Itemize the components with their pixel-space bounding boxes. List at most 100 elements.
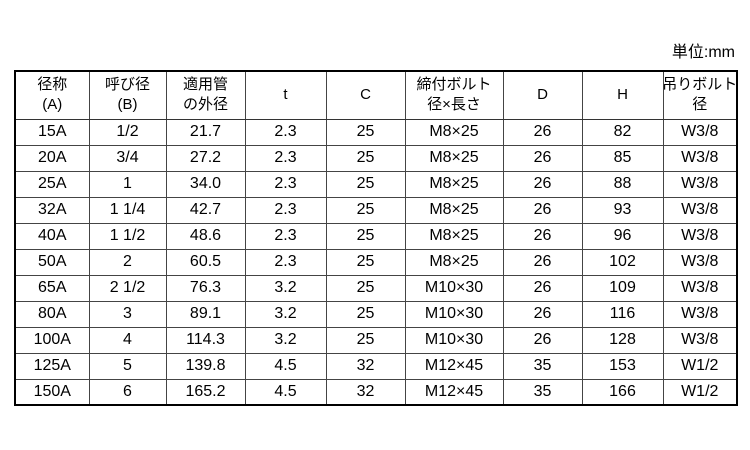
table-row: 150A 6 165.2 4.5 32 M12×45 35 166 W1/2 [14, 378, 738, 406]
header-cell-nominal-diameter-a: 径称 (A) [14, 70, 90, 120]
table-cell: 1/2 [88, 118, 167, 146]
header-cell-pipe-outer-diameter: 適用管 の外径 [165, 70, 246, 120]
table-cell: 109 [581, 274, 664, 302]
table-row: 40A 1 1/2 48.6 2.3 25 M8×25 26 96 W3/8 [14, 222, 738, 250]
table-cell: 25 [325, 274, 406, 302]
table-row: 50A 2 60.5 2.3 25 M8×25 26 102 W3/8 [14, 248, 738, 276]
table-cell: 3.2 [244, 300, 327, 328]
table-cell: 2.3 [244, 248, 327, 276]
table-cell: 116 [581, 300, 664, 328]
table-cell: 26 [502, 274, 583, 302]
table-cell: W1/2 [662, 352, 738, 380]
header-text: 適用管 [182, 76, 228, 93]
table-cell: 35 [502, 352, 583, 380]
header-text: (A) [42, 96, 63, 114]
table-cell: 35 [502, 378, 583, 406]
table-row: 100A 4 114.3 3.2 25 M10×30 26 128 W3/8 [14, 326, 738, 354]
table-cell: 4 [88, 326, 167, 354]
table-cell: 25 [325, 248, 406, 276]
table-cell: 3/4 [88, 144, 167, 172]
table-cell: 65A [14, 274, 90, 302]
table-cell: 76.3 [165, 274, 246, 302]
table-cell: 2 [88, 248, 167, 276]
header-text: 径 [692, 96, 708, 114]
table-cell: 25 [325, 300, 406, 328]
table-cell: 80A [14, 300, 90, 328]
table-cell: 85 [581, 144, 664, 172]
table-cell: 1 1/2 [88, 222, 167, 250]
table-cell: 4.5 [244, 378, 327, 406]
table-row: 80A 3 89.1 3.2 25 M10×30 26 116 W3/8 [14, 300, 738, 328]
header-text: 径称 [37, 76, 68, 93]
table-cell: 48.6 [165, 222, 246, 250]
table-cell: M8×25 [404, 144, 504, 172]
table-cell: 21.7 [165, 118, 246, 146]
table-cell: 26 [502, 144, 583, 172]
table-cell: 27.2 [165, 144, 246, 172]
table-cell: 32A [14, 196, 90, 224]
table-cell: 2.3 [244, 118, 327, 146]
table-cell: M10×30 [404, 300, 504, 328]
header-cell-clamping-bolt: 締付ボルト径×長さ [404, 70, 504, 120]
table-cell: 3.2 [244, 274, 327, 302]
table-cell: 26 [502, 170, 583, 198]
table-cell: W3/8 [662, 144, 738, 172]
table-cell: 20A [14, 144, 90, 172]
table-cell: 26 [502, 222, 583, 250]
table-cell: 93 [581, 196, 664, 224]
header-text: 径×長さ [427, 96, 481, 114]
table-cell: M12×45 [404, 378, 504, 406]
table-cell: M8×25 [404, 170, 504, 198]
header-text: 締付ボルト [416, 76, 492, 93]
table-cell: 25 [325, 144, 406, 172]
table-cell: 60.5 [165, 248, 246, 276]
table-cell: M8×25 [404, 248, 504, 276]
table-cell: 96 [581, 222, 664, 250]
table-cell: 3.2 [244, 326, 327, 354]
table-cell: W3/8 [662, 274, 738, 302]
table-cell: 89.1 [165, 300, 246, 328]
header-text: D [537, 86, 548, 104]
table-cell: M8×25 [404, 196, 504, 224]
table-cell: W3/8 [662, 222, 738, 250]
table-cell: 128 [581, 326, 664, 354]
table-cell: 6 [88, 378, 167, 406]
table-cell: 102 [581, 248, 664, 276]
table-cell: 40A [14, 222, 90, 250]
table-cell: M10×30 [404, 326, 504, 354]
spec-table: 径称 (A) 呼び径 (B) 適用管 の外径 t C 締付ボルト 径×長さ [14, 70, 738, 406]
table-cell: 26 [502, 300, 583, 328]
table-row: 15A 1/2 21.7 2.3 25 M8×25 26 82 W3/8 [14, 118, 738, 146]
table-cell: 153 [581, 352, 664, 380]
table-cell: 2.3 [244, 170, 327, 198]
table-row: 65A 2 1/2 76.3 3.2 25 M10×30 26 109 W3/8 [14, 274, 738, 302]
header-cell-nominal-diameter-b: 呼び径 (B) [88, 70, 167, 120]
table-cell: W3/8 [662, 300, 738, 328]
table-cell: 34.0 [165, 170, 246, 198]
table-cell: 150A [14, 378, 90, 406]
table-cell: W1/2 [662, 378, 738, 406]
table-cell: 32 [325, 378, 406, 406]
header-row: 径称 (A) 呼び径 (B) 適用管 の外径 t C 締付ボルト 径×長さ [14, 70, 738, 120]
table-cell: 139.8 [165, 352, 246, 380]
header-cell-hanging-bolt: 吊りボルト径 [662, 70, 738, 120]
table-row: 25A 1 34.0 2.3 25 M8×25 26 88 W3/8 [14, 170, 738, 198]
header-text: の外径 [182, 96, 228, 114]
unit-label: 単位:mm [671, 44, 735, 61]
table-row: 20A 3/4 27.2 2.3 25 M8×25 26 85 W3/8 [14, 144, 738, 172]
header-cell-d: D [502, 70, 583, 120]
table-cell: 2.3 [244, 222, 327, 250]
spec-table-header: 径称 (A) 呼び径 (B) 適用管 の外径 t C 締付ボルト 径×長さ [14, 70, 738, 120]
table-cell: 165.2 [165, 378, 246, 406]
table-cell: W3/8 [662, 118, 738, 146]
table-cell: 25 [325, 196, 406, 224]
table-cell: W3/8 [662, 248, 738, 276]
table-cell: 26 [502, 326, 583, 354]
table-cell: 26 [502, 196, 583, 224]
table-cell: W3/8 [662, 170, 738, 198]
table-cell: 15A [14, 118, 90, 146]
table-row: 125A 5 139.8 4.5 32 M12×45 35 153 W1/2 [14, 352, 738, 380]
table-cell: 82 [581, 118, 664, 146]
table-cell: M8×25 [404, 222, 504, 250]
table-cell: 25 [325, 170, 406, 198]
